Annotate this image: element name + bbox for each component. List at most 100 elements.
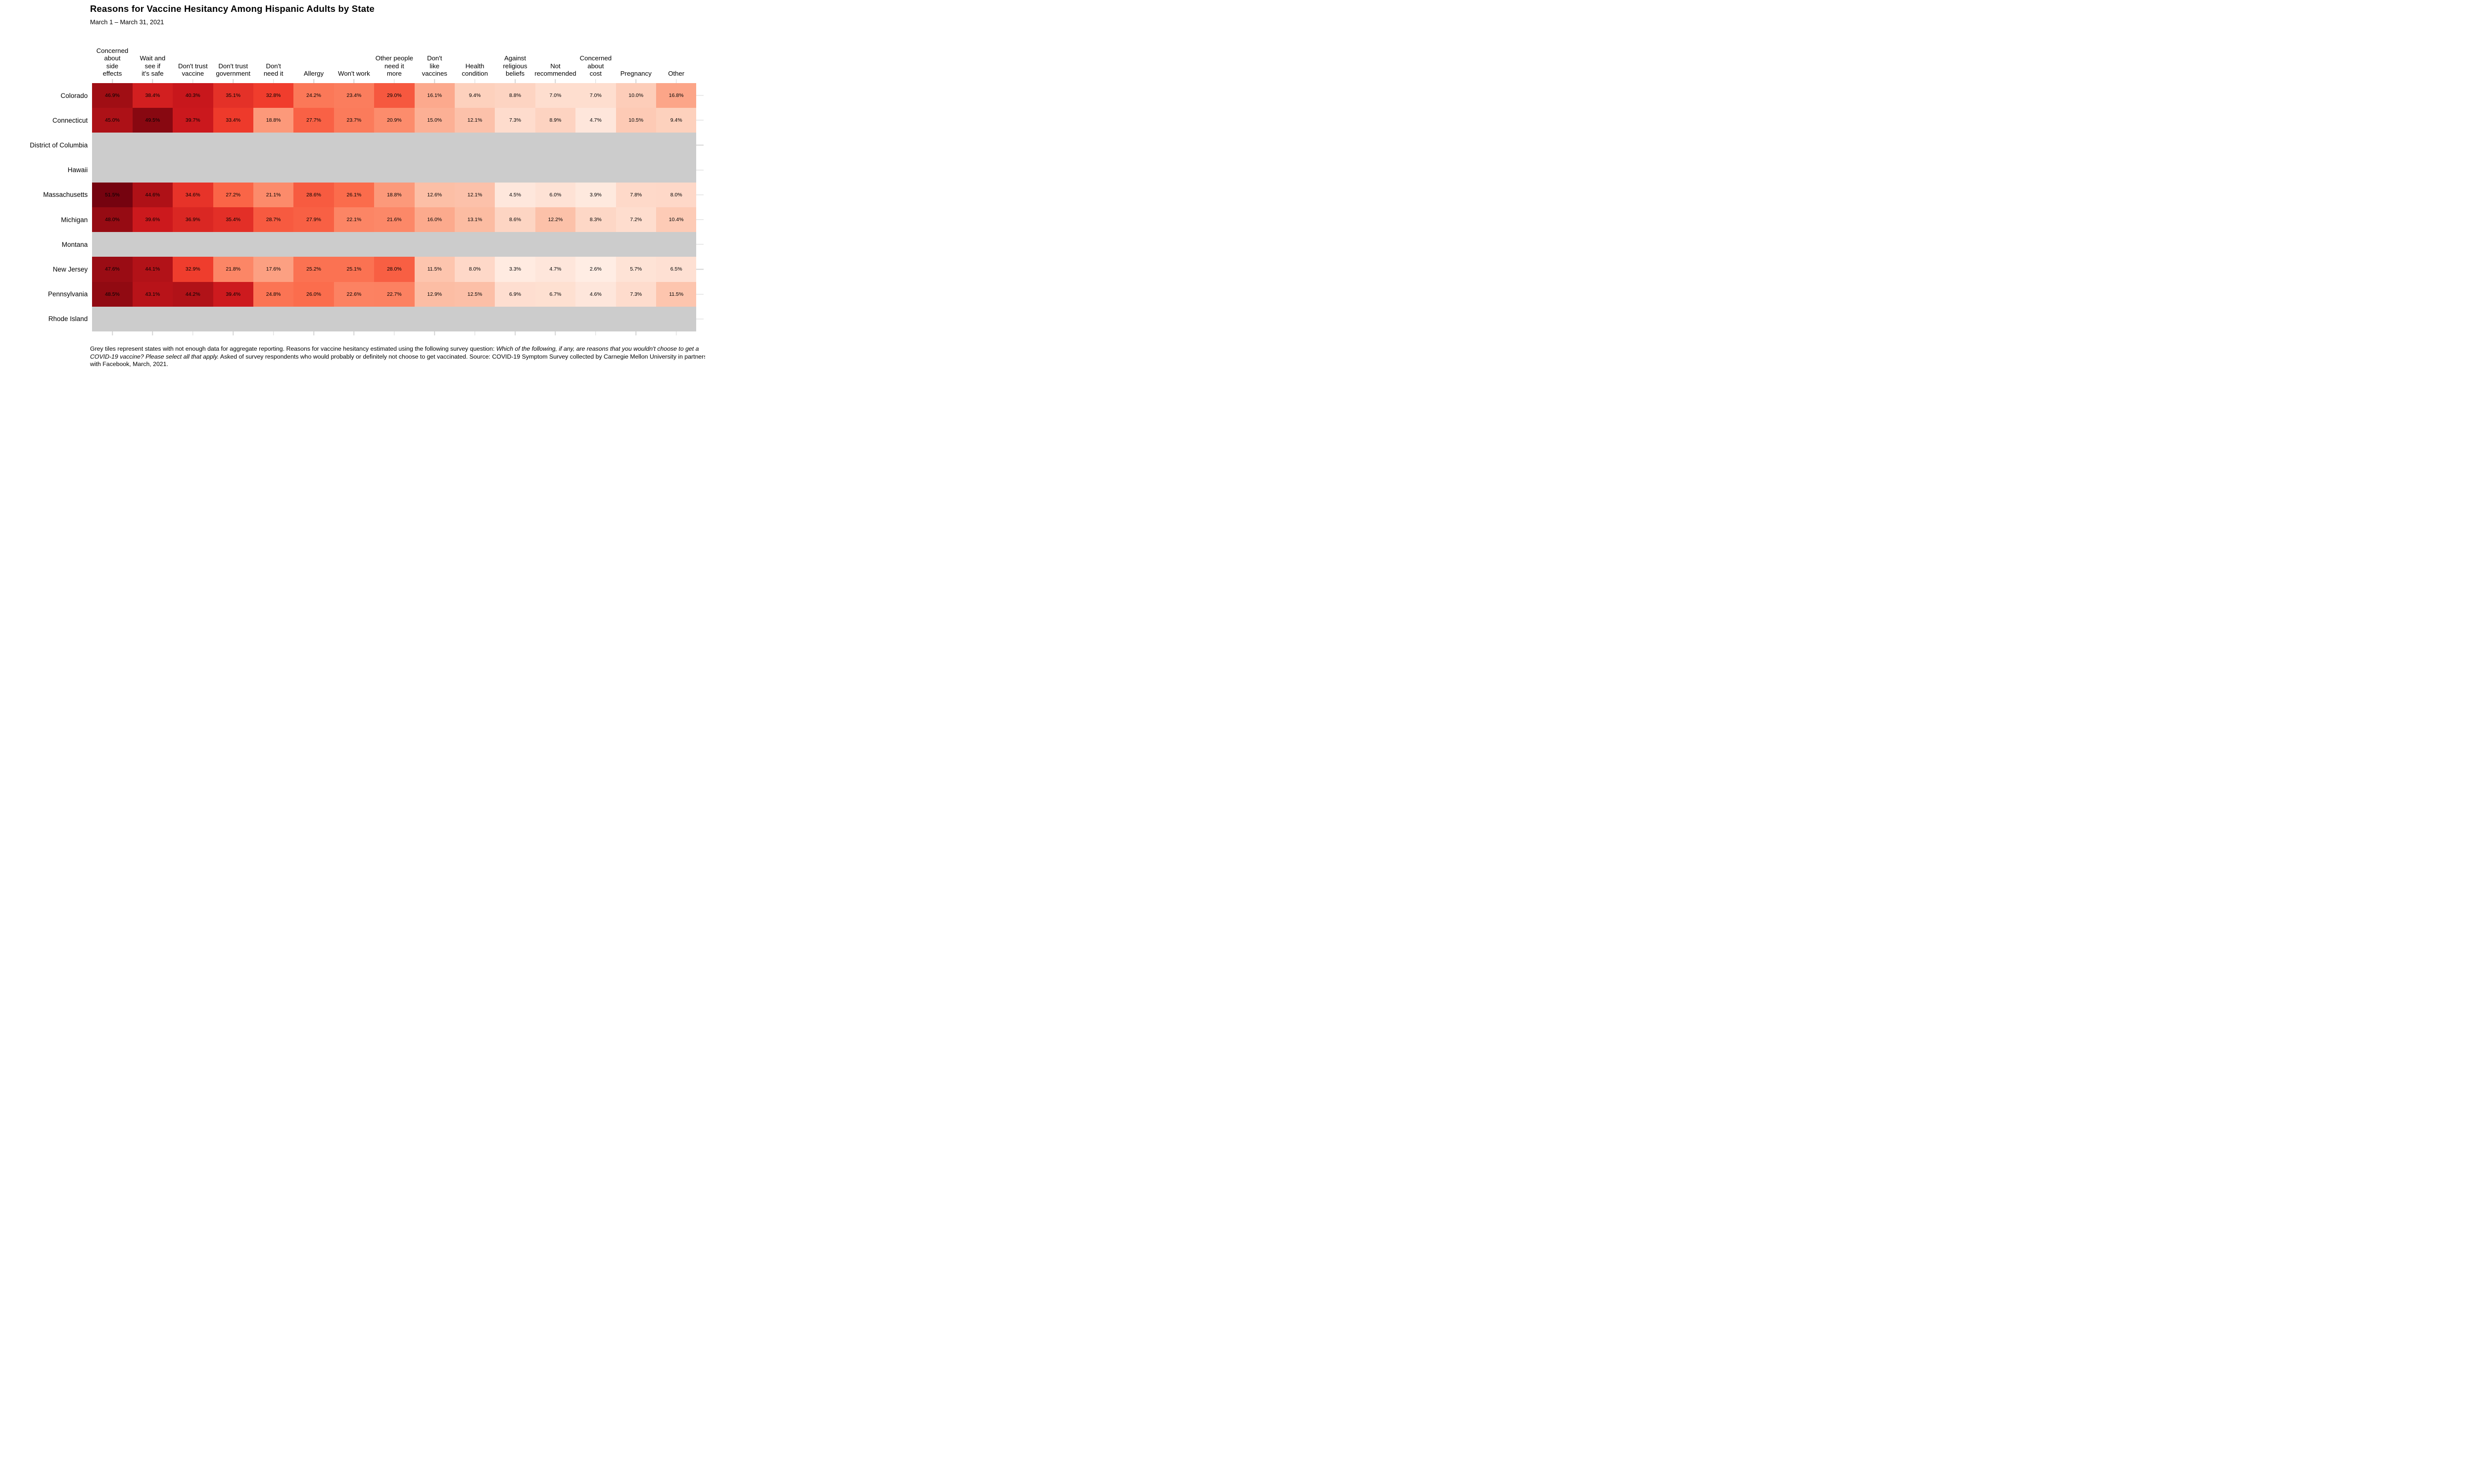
heatmap-corner (0, 331, 92, 336)
heatmap-cell: 43.1% (132, 281, 173, 307)
column-header: Don't trust government (213, 43, 253, 83)
heatmap-cell: 8.0% (656, 182, 697, 207)
heatmap-cell: 45.0% (92, 108, 133, 133)
heatmap-cell: 6.9% (495, 281, 535, 307)
heatmap-cell: 39.7% (173, 108, 213, 133)
heatmap-cell: 11.5% (414, 257, 455, 282)
heatmap-cell: 16.1% (414, 83, 455, 108)
heatmap-cell: 7.8% (616, 182, 656, 207)
column-header-label: Not recommended (534, 62, 576, 78)
heatmap-cell: 27.7% (293, 108, 334, 133)
row-label: Colorado (60, 92, 88, 99)
bottom-axis-tick (656, 331, 696, 336)
column-header-label: Concerned about cost (579, 54, 612, 78)
bottom-axis-tick (535, 331, 575, 336)
heatmap-cell: 3.3% (495, 257, 535, 282)
heatmap-cell: 21.6% (374, 207, 415, 232)
heatmap-cell: 4.7% (535, 257, 576, 282)
heatmap-cell: 27.9% (293, 207, 334, 232)
heatmap-cell: 16.0% (414, 207, 455, 232)
right-axis-tick (696, 307, 705, 331)
heatmap-corner (0, 43, 92, 83)
heatmap-cell: 12.1% (454, 108, 495, 133)
heatmap-cell: 25.1% (333, 257, 375, 282)
column-header-label: Other (668, 70, 685, 78)
heatmap-cell: 5.7% (616, 257, 656, 282)
heatmap-cell: 28.7% (253, 207, 294, 232)
heatmap-cell: 48.0% (92, 207, 133, 232)
column-header-label: Don't trust government (216, 62, 251, 78)
heatmap-cell: 7.0% (575, 83, 616, 108)
heatmap-cell: 21.8% (213, 257, 253, 282)
heatmap-cell: 21.1% (253, 182, 294, 207)
footnote: Grey tiles represent states with not eno… (90, 345, 705, 369)
column-header: Don't trust vaccine (173, 43, 213, 83)
right-axis-tick (696, 108, 705, 133)
heatmap-cell: 32.8% (253, 83, 294, 108)
column-header-label: Concerned about side effects (96, 46, 129, 78)
missing-data-bar (92, 157, 697, 183)
heatmap-cell: 24.8% (253, 281, 294, 307)
heatmap-cell: 20.9% (374, 108, 415, 133)
heatmap-cell: 17.6% (253, 257, 294, 282)
heatmap-cell: 11.5% (656, 281, 697, 307)
footnote-text: Grey tiles represent states with not eno… (90, 345, 496, 352)
heatmap-cell: 44.6% (132, 182, 173, 207)
row-label: Connecticut (52, 116, 88, 124)
row-label: Pennsylvania (48, 290, 88, 298)
bottom-axis-tick (374, 331, 414, 336)
heatmap-cell: 8.9% (535, 108, 576, 133)
column-header-label: Won't work (338, 70, 370, 78)
bottom-axis-tick (293, 331, 333, 336)
column-header-label: Don't need it (263, 62, 284, 78)
column-header-label: Other people need it more (375, 54, 413, 78)
chart-subtitle: March 1 – March 31, 2021 (90, 18, 164, 26)
column-header-label: Pregnancy (620, 70, 652, 78)
missing-data-bar (92, 133, 697, 158)
heatmap-cell: 6.5% (656, 257, 697, 282)
right-axis-tick (696, 257, 705, 281)
bottom-axis-tick (616, 331, 656, 336)
heatmap-cell: 39.4% (213, 281, 253, 307)
heatmap-cell: 4.5% (495, 182, 535, 207)
heatmap-cell: 33.4% (213, 108, 253, 133)
heatmap-cell: 7.2% (616, 207, 656, 232)
column-header: Other (656, 43, 696, 83)
bottom-axis-tick (133, 331, 173, 336)
bottom-axis-tick (173, 331, 213, 336)
heatmap-cell: 12.6% (414, 182, 455, 207)
heatmap-cell: 10.0% (616, 83, 656, 108)
heatmap-cell: 24.2% (293, 83, 334, 108)
heatmap-cell: 38.4% (132, 83, 173, 108)
chart-title: Reasons for Vaccine Hesitancy Among Hisp… (90, 3, 375, 14)
right-axis-tick (696, 183, 705, 207)
heatmap-corner (696, 331, 705, 336)
heatmap-cell: 32.9% (173, 257, 213, 282)
row-label: Massachusetts (43, 191, 88, 199)
heatmap-cell: 18.8% (253, 108, 294, 133)
column-header-label: Against religious beliefs (503, 54, 527, 78)
heatmap-cell: 7.3% (495, 108, 535, 133)
bottom-axis-tick (92, 331, 132, 336)
bottom-axis-tick (495, 331, 535, 336)
heatmap-cell: 35.1% (213, 83, 253, 108)
heatmap-cell: 9.4% (656, 108, 697, 133)
right-axis-tick (696, 83, 705, 108)
heatmap-cell: 7.0% (535, 83, 576, 108)
right-axis-tick (696, 232, 705, 257)
heatmap-cell: 28.0% (374, 257, 415, 282)
column-header-label: Health condition (462, 62, 488, 78)
column-header: Don't like vaccines (415, 43, 455, 83)
heatmap-cell: 25.2% (293, 257, 334, 282)
heatmap-grid: Concerned about side effects Wait and see… (0, 43, 705, 336)
vaccine-hesitancy-heatmap-chart: Reasons for Vaccine Hesitancy Among Hisp… (0, 0, 705, 371)
right-axis-tick (696, 207, 705, 232)
column-header-label: Wait and see if it's safe (140, 54, 166, 78)
heatmap-cell: 47.6% (92, 257, 133, 282)
heatmap-cell: 36.9% (173, 207, 213, 232)
heatmap-cell: 8.8% (495, 83, 535, 108)
heatmap-cell: 46.9% (92, 83, 133, 108)
row-label: District of Columbia (30, 141, 88, 149)
row-label: New Jersey (52, 265, 88, 273)
heatmap-cell: 3.9% (575, 182, 616, 207)
